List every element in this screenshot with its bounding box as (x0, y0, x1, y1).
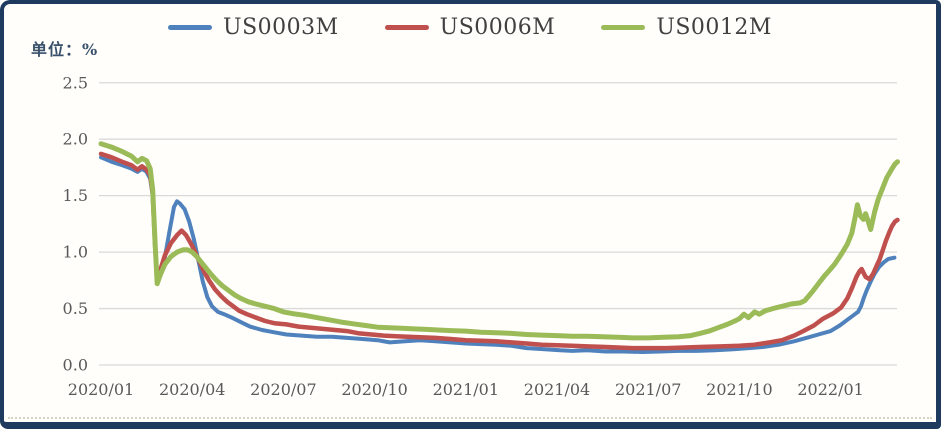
series-line-us0006m (98, 151, 900, 351)
y-tick-label-1.0: 1.0 (63, 243, 88, 262)
x-tick-label-2021/07: 2021/07 (615, 380, 681, 399)
line-chart: 0.0 0.5 1.0 1.5 2.0 2.5 2020/01 2020/04 2020/07 2… (63, 73, 900, 399)
legend-label: US0006M (439, 15, 556, 40)
x-tick-label-2020/01: 2020/01 (68, 380, 134, 399)
legend-line-swatch-us0012m (601, 25, 646, 30)
x-tick-label-2021/04: 2021/04 (524, 380, 590, 399)
x-tick-label-2021/10: 2021/10 (706, 380, 772, 399)
x-tick-label-2022/01: 2022/01 (797, 380, 863, 399)
legend-item-us0012m: US0012M (601, 15, 772, 40)
y-tick-label-2.0: 2.0 (63, 130, 88, 149)
legend-item-us0003m: US0003M (168, 15, 339, 40)
y-tick-label-1.5: 1.5 (63, 186, 88, 205)
chart-legend: US0003M US0006M US0012M (4, 15, 936, 40)
x-tick-label-2021/01: 2021/01 (433, 380, 499, 399)
x-tick-label-2020/10: 2020/10 (341, 380, 407, 399)
x-tick-label-2020/07: 2020/07 (250, 380, 316, 399)
y-tick-label-0.0: 0.0 (63, 356, 88, 375)
legend-line-swatch-us0003m (168, 25, 213, 30)
legend-item-us0006m: US0006M (384, 15, 556, 40)
bottom-dotted-divider (8, 417, 932, 419)
y-tick-label-2.5: 2.5 (63, 73, 88, 92)
x-tick-label-2020/04: 2020/04 (159, 380, 225, 399)
y-tick-label-0.5: 0.5 (63, 299, 88, 318)
unit-label: 单位：% (31, 40, 99, 59)
legend-label: US0003M (223, 15, 339, 40)
series-line-us0012m (98, 141, 900, 341)
legend-label: US0012M (656, 15, 772, 40)
series-line-us0003m (99, 155, 897, 354)
legend-line-swatch-us0006m (384, 25, 429, 30)
